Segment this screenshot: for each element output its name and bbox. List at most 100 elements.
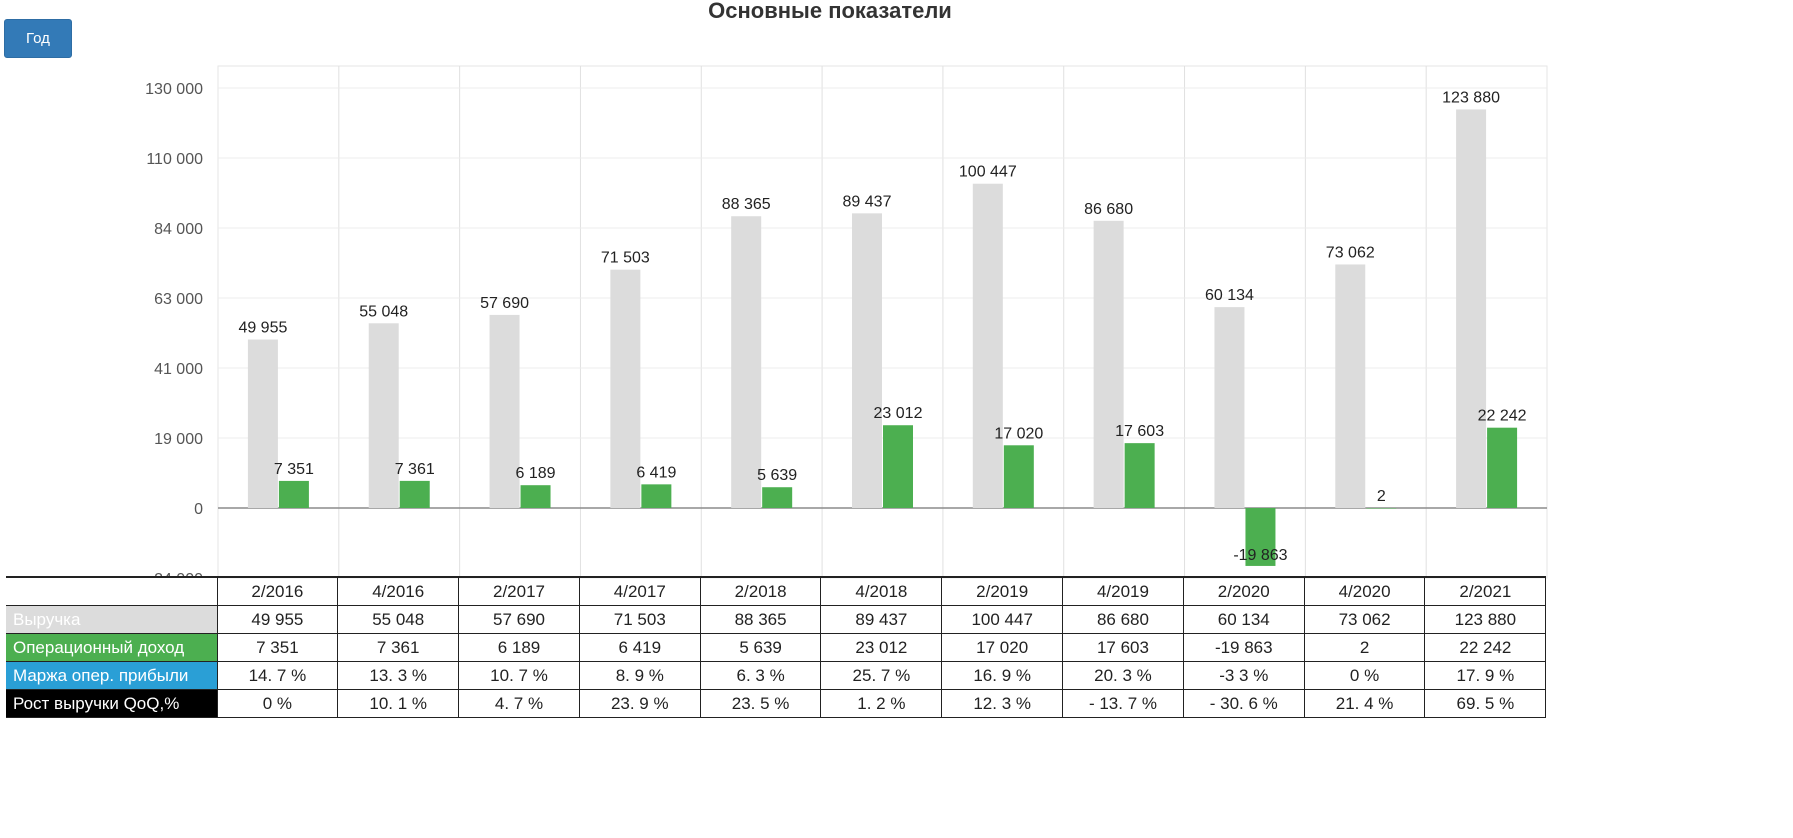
data-table: 2/2016 4/2016 2/2017 4/2017 2/2018 4/2018 2/20… [6, 576, 1547, 718]
table-cell: 49 955 [216, 605, 339, 634]
table-cell: 73 062 [1303, 605, 1426, 634]
y-tick-label: 63 000 [154, 291, 203, 308]
y-tick-label: 0 [194, 501, 203, 518]
operating-income-bar [399, 480, 430, 508]
table-period-header: 2/2019 [941, 576, 1064, 606]
revenue-data-label: 57 690 [480, 295, 529, 312]
table-cell: 20. 3 % [1062, 661, 1184, 690]
revenue-data-label: 89 437 [843, 193, 892, 210]
operating-income-data-label: 23 012 [874, 405, 923, 422]
table-cell: 60 134 [1182, 605, 1305, 634]
table-cell: 23. 5 % [699, 689, 822, 718]
table-cell: 86 680 [1062, 605, 1184, 634]
operating-income-bar [278, 480, 309, 508]
table-cell: 7 351 [216, 633, 339, 662]
revenue-bar [731, 216, 762, 508]
table-cell: 22 242 [1424, 633, 1547, 662]
table-cell: - 30. 6 % [1182, 689, 1305, 718]
y-tick-label: 110 000 [146, 151, 203, 168]
table-period-header: 2/2017 [458, 576, 580, 606]
revenue-bar [489, 314, 520, 508]
revenue-data-label: 60 134 [1205, 287, 1254, 304]
table-cell: 6 419 [578, 633, 701, 662]
operating-income-bar [1124, 443, 1155, 508]
table-cell: - 13. 7 % [1062, 689, 1184, 718]
operating-income-bar [641, 484, 672, 508]
table-cell: 7 361 [337, 633, 460, 662]
table-period-header: 4/2019 [1062, 576, 1184, 606]
operating-income-data-label: 17 020 [994, 425, 1043, 442]
operating-income-bar [1366, 507, 1397, 509]
table-cell: 13. 3 % [337, 661, 460, 690]
y-tick-label: 19 000 [154, 431, 203, 448]
table-cell: 0 % [216, 689, 339, 718]
operating-income-data-label: -19 863 [1233, 547, 1287, 564]
table-cell: 55 048 [337, 605, 460, 634]
table-header-row: 2/2016 4/2016 2/2017 4/2017 2/2018 4/2018 2/20… [6, 576, 1547, 606]
operating-income-data-label: 5 639 [757, 467, 797, 484]
operating-income-bar [1487, 427, 1518, 508]
table-cell: 1. 2 % [820, 689, 943, 718]
table-row: Выручка 49 955 55 048 57 690 71 503 88 365 89 … [6, 605, 1547, 634]
revenue-bar [1093, 220, 1124, 509]
operating-income-data-label: 2 [1377, 488, 1386, 505]
table-cell: 57 690 [458, 605, 580, 634]
operating-income-data-label: 6 419 [636, 464, 676, 481]
chart-title: Основные показатели [708, 0, 952, 23]
y-tick-label: 84 000 [154, 221, 203, 238]
operating-income-bar [1245, 508, 1276, 566]
operating-income-data-label: 17 603 [1115, 423, 1164, 440]
revenue-data-label: 73 062 [1326, 244, 1375, 261]
operating-income-bar [520, 485, 551, 508]
table-period-header: 4/2016 [337, 576, 460, 606]
revenue-data-label: 55 048 [359, 303, 408, 320]
table-cell: 5 639 [699, 633, 822, 662]
table-row-label: Выручка [6, 605, 218, 634]
table-cell: 10. 7 % [458, 661, 580, 690]
table-cell: 16. 9 % [941, 661, 1064, 690]
revenue-bar [972, 183, 1003, 509]
y-tick-label: 130 000 [145, 81, 203, 98]
operating-income-bar [1003, 445, 1034, 508]
table-cell: 6 189 [458, 633, 580, 662]
table-period-header: 4/2018 [820, 576, 943, 606]
table-cell: 17. 9 % [1424, 661, 1547, 690]
table-cell: 88 365 [699, 605, 822, 634]
table-cell: 23. 9 % [578, 689, 701, 718]
table-cell: 17 603 [1062, 633, 1184, 662]
table-period-header: 2/2021 [1424, 576, 1547, 606]
table-period-header: 2/2018 [699, 576, 822, 606]
revenue-data-label: 88 365 [722, 196, 771, 213]
table-cell: 100 447 [941, 605, 1064, 634]
revenue-bar [1214, 307, 1245, 508]
table-row-label: Операционный доход [6, 633, 218, 662]
table-cell: 71 503 [578, 605, 701, 634]
revenue-bar [247, 339, 278, 508]
revenue-data-label: 71 503 [601, 250, 650, 267]
table-cell: 25. 7 % [820, 661, 943, 690]
bar-chart: 130 000 110 000 84 000 63 000 41 000 19 000 0 -… [145, 65, 1548, 588]
revenue-data-label: 123 880 [1442, 89, 1500, 106]
table-cell: 69. 5 % [1424, 689, 1547, 718]
table-cell: 0 % [1303, 661, 1426, 690]
table-cell: 10. 1 % [337, 689, 460, 718]
table-cell: 4. 7 % [458, 689, 580, 718]
table-cell: 123 880 [1424, 605, 1547, 634]
table-period-header: 2/2020 [1182, 576, 1305, 606]
operating-income-data-label: 7 361 [395, 461, 435, 478]
table-row: Операционный доход 7 351 7 361 6 189 6 419 5 … [6, 633, 1547, 662]
y-tick-label: 41 000 [154, 361, 203, 378]
period-year-button[interactable]: Год [4, 19, 72, 58]
revenue-data-label: 100 447 [959, 164, 1017, 181]
operating-income-data-label: 7 351 [274, 461, 314, 478]
table-cell: -3 3 % [1182, 661, 1305, 690]
table-cell: -19 863 [1182, 633, 1305, 662]
revenue-bar [852, 213, 882, 508]
table-cell: 17 020 [941, 633, 1064, 662]
revenue-bar [368, 323, 399, 508]
table-cell: 12. 3 % [941, 689, 1064, 718]
revenue-bar [1456, 109, 1487, 509]
table-cell: 8. 9 % [578, 661, 701, 690]
revenue-bar [1335, 264, 1366, 508]
table-period-header: 4/2020 [1303, 576, 1426, 606]
